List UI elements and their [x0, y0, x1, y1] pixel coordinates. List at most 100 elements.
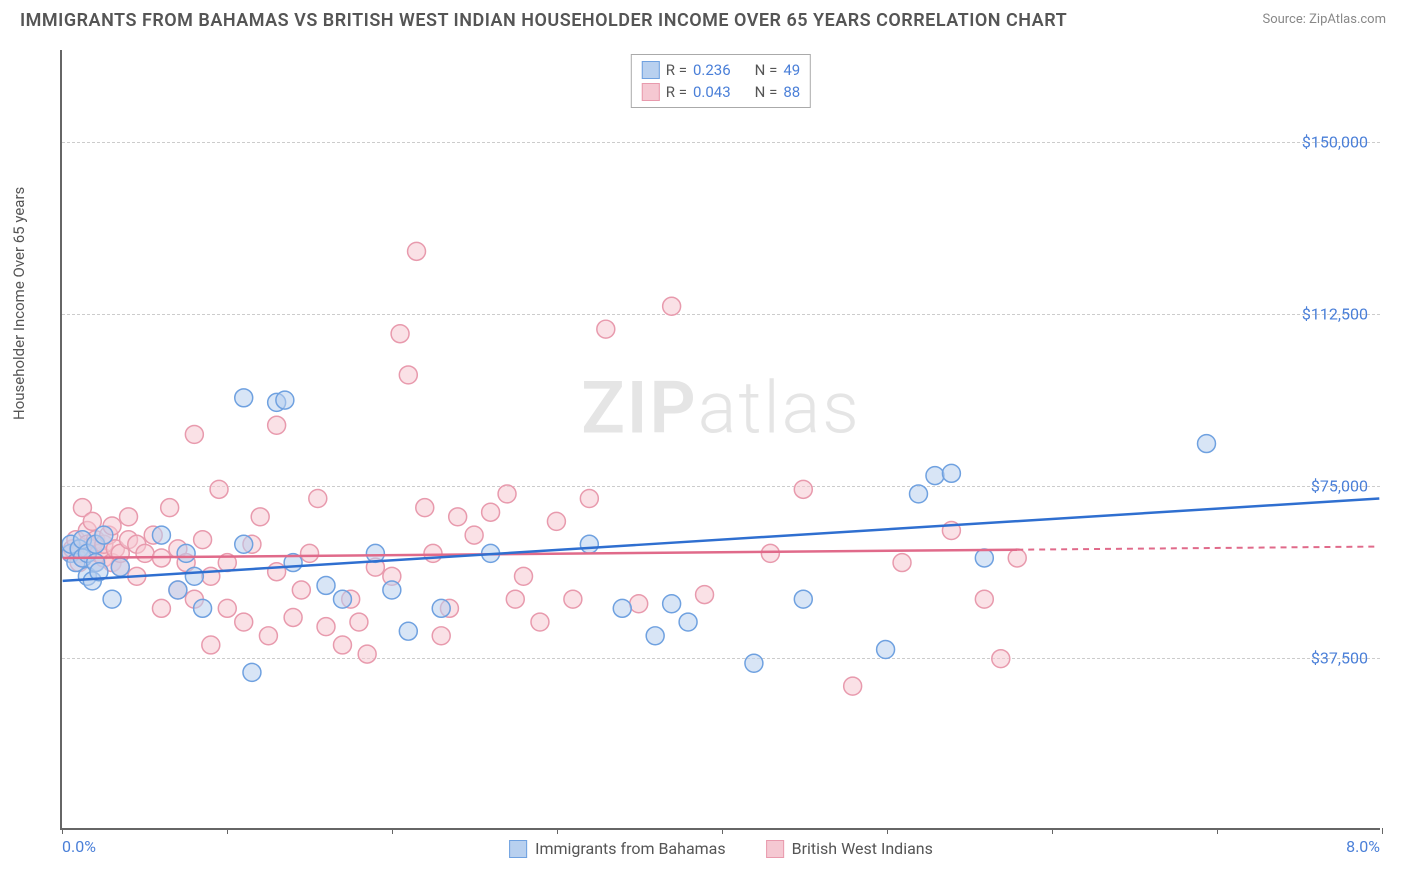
- data-point: [975, 549, 993, 567]
- y-axis-label: Householder Income Over 65 years: [10, 187, 28, 420]
- scatter-plot: [62, 50, 1380, 828]
- data-point: [161, 499, 179, 517]
- data-point: [893, 554, 911, 572]
- trend-line-extrapolated: [1017, 547, 1379, 550]
- data-point: [333, 590, 351, 608]
- data-point: [794, 480, 812, 498]
- data-point: [383, 581, 401, 599]
- x-tick-label: 8.0%: [1346, 837, 1380, 856]
- x-tick-mark: [1217, 828, 1218, 834]
- legend-stats: R = 0.236 N = 49 R = 0.043 N = 88: [631, 54, 811, 108]
- data-point: [1198, 435, 1216, 453]
- data-point: [210, 480, 228, 498]
- data-point: [95, 526, 113, 544]
- data-point: [910, 485, 928, 503]
- data-point: [515, 567, 533, 585]
- chart-title: IMMIGRANTS FROM BAHAMAS VS BRITISH WEST …: [20, 10, 1067, 31]
- data-point: [309, 490, 327, 508]
- data-point: [547, 512, 565, 530]
- data-point: [926, 467, 944, 485]
- data-point: [416, 499, 434, 517]
- x-tick-mark: [62, 828, 63, 834]
- data-point: [761, 544, 779, 562]
- chart-area: ZIPatlas R = 0.236 N = 49 R = 0.043 N = …: [60, 50, 1380, 830]
- data-point: [251, 508, 269, 526]
- swatch-icon: [766, 840, 784, 858]
- data-point: [564, 590, 582, 608]
- data-point: [663, 595, 681, 613]
- data-point: [292, 581, 310, 599]
- x-tick-mark: [392, 828, 393, 834]
- x-tick-mark: [1382, 828, 1383, 834]
- data-point: [745, 654, 763, 672]
- data-point: [506, 590, 524, 608]
- data-point: [235, 535, 253, 553]
- data-point: [243, 663, 261, 681]
- legend-stats-row: R = 0.236 N = 49: [642, 59, 800, 81]
- swatch-icon: [642, 83, 660, 101]
- legend-stats-row: R = 0.043 N = 88: [642, 81, 800, 103]
- swatch-icon: [509, 840, 527, 858]
- source-label: Source: ZipAtlas.com: [1262, 12, 1386, 27]
- data-point: [449, 508, 467, 526]
- data-point: [646, 627, 664, 645]
- data-point: [103, 590, 121, 608]
- data-point: [317, 576, 335, 594]
- data-point: [877, 641, 895, 659]
- x-tick-mark: [557, 828, 558, 834]
- data-point: [218, 599, 236, 617]
- data-point: [136, 544, 154, 562]
- data-point: [152, 599, 170, 617]
- data-point: [424, 544, 442, 562]
- data-point: [202, 636, 220, 654]
- data-point: [696, 586, 714, 604]
- data-point: [194, 531, 212, 549]
- data-point: [358, 645, 376, 663]
- data-point: [152, 526, 170, 544]
- data-point: [259, 627, 277, 645]
- x-tick-mark: [227, 828, 228, 834]
- data-point: [531, 613, 549, 631]
- data-point: [613, 599, 631, 617]
- data-point: [580, 490, 598, 508]
- data-point: [408, 242, 426, 260]
- data-point: [630, 595, 648, 613]
- data-point: [169, 581, 187, 599]
- data-point: [992, 650, 1010, 668]
- data-point: [235, 389, 253, 407]
- legend-label: Immigrants from Bahamas: [535, 839, 726, 858]
- data-point: [185, 567, 203, 585]
- data-point: [399, 622, 417, 640]
- x-tick-label: 0.0%: [62, 837, 96, 856]
- data-point: [177, 544, 195, 562]
- data-point: [844, 677, 862, 695]
- data-point: [194, 599, 212, 617]
- data-point: [301, 544, 319, 562]
- x-tick-mark: [722, 828, 723, 834]
- data-point: [111, 558, 129, 576]
- data-point: [975, 590, 993, 608]
- data-point: [268, 563, 286, 581]
- data-point: [120, 508, 138, 526]
- data-point: [284, 609, 302, 627]
- x-tick-mark: [1052, 828, 1053, 834]
- data-point: [498, 485, 516, 503]
- data-point: [465, 526, 483, 544]
- data-point: [1008, 549, 1026, 567]
- legend-label: British West Indians: [792, 839, 933, 858]
- data-point: [333, 636, 351, 654]
- data-point: [794, 590, 812, 608]
- data-point: [350, 613, 368, 631]
- data-point: [276, 391, 294, 409]
- data-point: [391, 325, 409, 343]
- legend-item: British West Indians: [766, 839, 933, 858]
- data-point: [432, 627, 450, 645]
- data-point: [268, 416, 286, 434]
- data-point: [597, 320, 615, 338]
- swatch-icon: [642, 61, 660, 79]
- data-point: [580, 535, 598, 553]
- data-point: [432, 599, 450, 617]
- data-point: [942, 464, 960, 482]
- legend-series: Immigrants from Bahamas British West Ind…: [509, 839, 933, 858]
- x-tick-mark: [887, 828, 888, 834]
